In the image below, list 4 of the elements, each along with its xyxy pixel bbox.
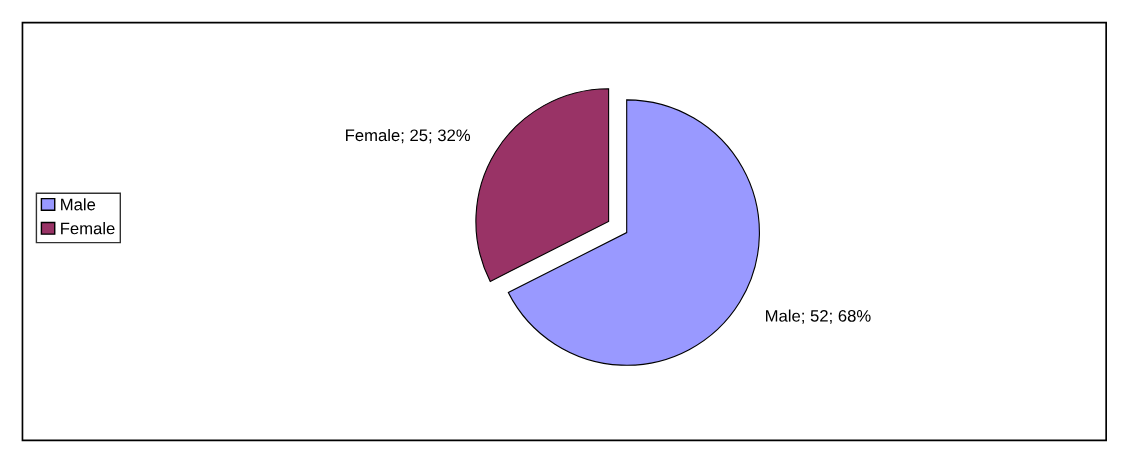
data-label: Female; 25; 32% bbox=[346, 128, 471, 144]
legend-label: Male bbox=[61, 198, 96, 211]
legend-label: Female bbox=[61, 222, 115, 235]
data-label: Male; 52; 68% bbox=[766, 309, 871, 324]
